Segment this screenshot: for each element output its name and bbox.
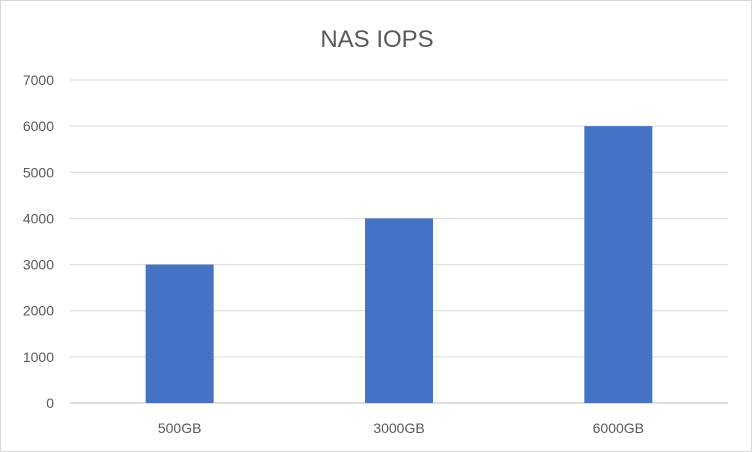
bar-3000gb (365, 218, 433, 403)
y-tick-label: 4000 (23, 210, 54, 226)
bars (145, 126, 653, 404)
y-tick-label: 5000 (23, 164, 54, 180)
y-tick-label: 1000 (23, 349, 54, 365)
y-tick-label: 6000 (23, 118, 54, 134)
x-axis-ticks: 500GB 3000GB 6000GB (158, 420, 644, 436)
bar-500gb (145, 264, 214, 403)
x-tick-label: 6000GB (593, 420, 644, 436)
bar-6000gb (584, 126, 653, 404)
y-tick-label: 7000 (23, 72, 54, 88)
y-tick-label: 0 (46, 395, 54, 411)
y-tick-label: 3000 (23, 257, 54, 273)
y-axis-ticks: 0 1000 2000 3000 4000 5000 6000 7000 (23, 72, 54, 411)
chart-title: NAS IOPS (320, 26, 433, 53)
x-tick-label: 3000GB (373, 420, 424, 436)
x-tick-label: 500GB (158, 420, 202, 436)
y-tick-label: 2000 (23, 303, 54, 319)
